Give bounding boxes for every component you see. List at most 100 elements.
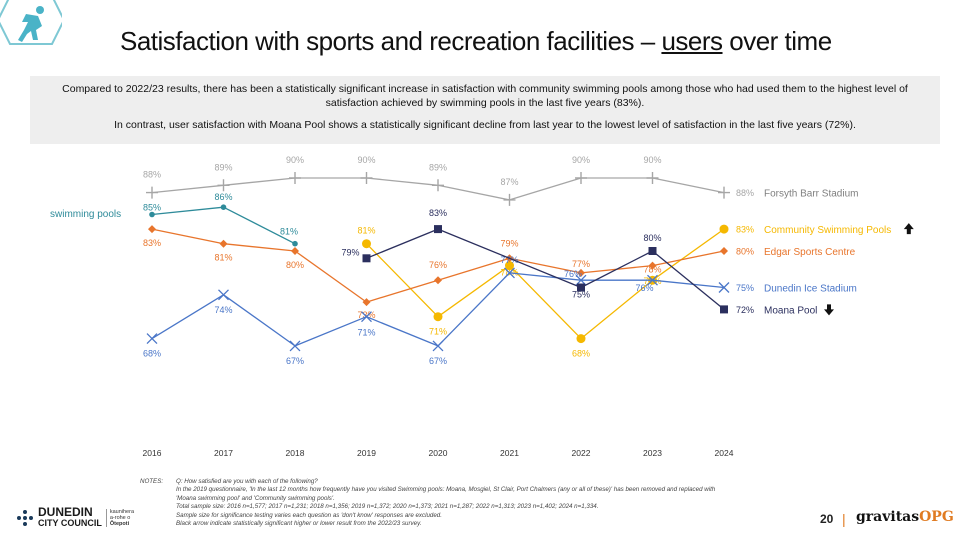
forsyth-data-label: 90% xyxy=(572,155,590,165)
forsyth-data-label: 89% xyxy=(429,162,447,172)
forsyth-point xyxy=(575,172,587,184)
x-tick-label: 2024 xyxy=(715,448,734,458)
dcc-maori-3: Ōtepoti xyxy=(109,521,130,527)
edgar-line-segment xyxy=(652,250,725,267)
edgar-data-label: 80% xyxy=(286,260,304,270)
edgar-series-name: Edgar Sports Centre xyxy=(764,247,856,258)
swimming-data-label: 81% xyxy=(280,227,298,237)
community-point xyxy=(362,239,371,249)
forsyth-series-name: Forsyth Barr Stadium xyxy=(764,189,858,200)
arrow-down-icon xyxy=(824,304,834,316)
swimming-pools-series-name: swimming pools xyxy=(50,209,121,220)
edgar-point xyxy=(291,247,299,255)
dunedin_ice-line-segment xyxy=(509,272,582,281)
forsyth-data-label: 88% xyxy=(143,170,161,180)
note-line: Black arrow indicate statistically signi… xyxy=(176,520,422,528)
note-line: Q: How satisfied are you with each of th… xyxy=(176,478,318,485)
swimming-point xyxy=(220,204,227,210)
forsyth-point xyxy=(432,179,444,192)
community-line-segment xyxy=(509,265,582,340)
dunedin_ice-line-segment xyxy=(652,279,725,289)
swimming-line-segment xyxy=(151,206,224,216)
title-post: over time xyxy=(722,26,832,56)
dunedin_ice-point xyxy=(289,340,301,352)
forsyth-point xyxy=(360,172,373,184)
dunedin_ice-data-label: 74% xyxy=(214,305,232,315)
community-data-label: 68% xyxy=(572,349,590,359)
swimming-line-segment xyxy=(223,206,296,245)
forsyth-line-segment xyxy=(437,184,510,201)
note-line: 'Moana swimming pool' and 'Community swi… xyxy=(176,494,335,502)
edgar-point xyxy=(148,225,156,234)
community-line-segment xyxy=(366,243,439,318)
dunedin_ice-point xyxy=(647,274,658,286)
dunedin_ice-data-label: 67% xyxy=(429,356,447,366)
forsyth-data-label: 88% xyxy=(736,188,754,198)
forsyth-point xyxy=(503,193,516,206)
edgar-line-segment xyxy=(294,250,367,303)
forsyth-point xyxy=(217,179,230,192)
dunedin_ice-data-label: 76% xyxy=(635,283,653,293)
moana-data-label: 72% xyxy=(736,305,754,315)
dunedin_ice-point xyxy=(218,289,229,301)
swimming-point xyxy=(149,211,155,218)
x-tick-label: 2017 xyxy=(214,448,233,458)
dcc-name-2: CITY COUNCIL xyxy=(38,518,102,528)
moana-line-segment xyxy=(366,228,439,259)
x-tick-label: 2020 xyxy=(429,448,448,458)
forsyth-data-label: 90% xyxy=(286,155,304,165)
dunedin_ice-data-label: 77% xyxy=(500,255,518,265)
footer-separator: | xyxy=(842,511,846,527)
forsyth-point xyxy=(718,186,730,199)
dunedin_ice-point xyxy=(718,282,730,293)
edgar-data-label: 77% xyxy=(572,259,590,269)
community-line-segment xyxy=(652,228,725,281)
dunedin_ice-data-label: 71% xyxy=(357,328,375,338)
x-tick-label: 2018 xyxy=(286,448,305,458)
moana-data-label: 75% xyxy=(572,290,590,300)
forsyth-line-segment xyxy=(652,177,725,194)
dunedin-city-council-logo: DUNEDIN CITY COUNCIL kaunihera a-rohe o … xyxy=(16,505,134,529)
dcc-maori-2: a-rohe o xyxy=(109,515,131,521)
edgar-data-label: 81% xyxy=(214,253,232,263)
edgar-point xyxy=(434,276,442,285)
dunedin_ice-line-segment xyxy=(366,316,439,347)
edgar-line-segment xyxy=(223,243,296,252)
moana-data-label: 80% xyxy=(643,233,661,243)
note-line: In the 2019 questionnaire, 'In the last … xyxy=(176,486,716,494)
dunedin_ice-data-label: 76% xyxy=(564,269,582,279)
notes-label: NOTES: xyxy=(140,478,164,485)
dunedin_ice-data-label: 67% xyxy=(286,356,304,366)
forsyth-line-segment xyxy=(151,184,224,194)
forsyth-data-label: 90% xyxy=(357,155,375,165)
dcc-name-1: DUNEDIN xyxy=(38,505,93,519)
title-underlined: users xyxy=(661,26,723,56)
edgar-point xyxy=(362,298,371,307)
dunedin_ice-line-segment xyxy=(294,316,367,347)
edgar-data-label: 73% xyxy=(357,310,375,320)
community-series-name: Community Swimming Pools xyxy=(764,225,891,236)
dunedin_ice-data-label: 75% xyxy=(736,283,754,293)
moana-point xyxy=(648,247,657,255)
swimming-data-label: 86% xyxy=(214,192,232,202)
dunedin_ice-point xyxy=(432,340,444,352)
edgar-data-label: 79% xyxy=(500,238,518,248)
edgar-point xyxy=(720,247,728,255)
dunedin_ice-line-segment xyxy=(437,272,510,347)
page-title: Satisfaction with sports and recreation … xyxy=(120,26,832,57)
community-point xyxy=(719,224,729,234)
title-pre: Satisfaction with sports and recreation … xyxy=(120,26,662,56)
summary-para-2: In contrast, user satisfaction with Moan… xyxy=(114,119,856,131)
community-point xyxy=(505,261,514,271)
edgar-data-label: 80% xyxy=(736,247,754,257)
forsyth-line-segment xyxy=(223,177,296,186)
moana-line-segment xyxy=(580,250,653,289)
moana-point xyxy=(577,283,585,292)
dunedin_ice-point xyxy=(146,333,158,345)
edgar-line-segment xyxy=(151,228,224,245)
moana-point xyxy=(434,225,442,234)
x-tick-label: 2022 xyxy=(572,448,591,458)
brand-main: gravitas xyxy=(856,509,920,525)
edgar-data-label: 76% xyxy=(429,260,447,270)
dunedin_ice-line-segment xyxy=(223,294,296,347)
